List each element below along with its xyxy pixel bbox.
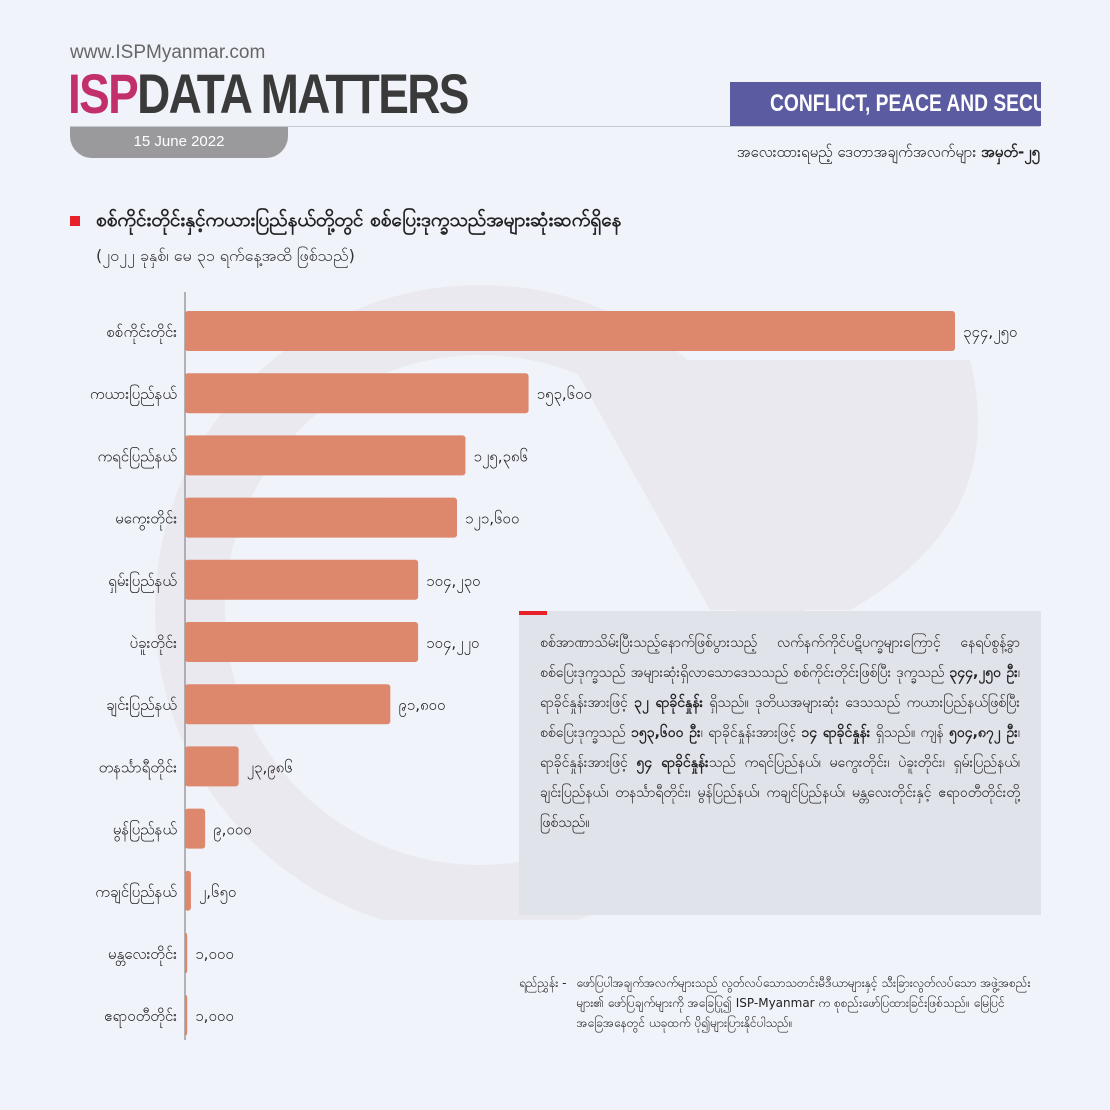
category-label: ကရင်ပြည်နယ် — [97, 446, 177, 468]
right-column: စစ်အာဏာသိမ်းပြီးသည့်နောက်ဖြစ်ပွားသည့် လက… — [519, 611, 1041, 1033]
category-label: စစ်ကိုင်းတိုင်း — [107, 323, 178, 344]
category-badge: CONFLICT, PEACE AND SECURITY — [730, 82, 1041, 126]
summary-accent — [519, 611, 547, 615]
chart-title: စစ်ကိုင်းတိုင်းနှင့်ကယားပြည်နယ်တို့တွင် … — [96, 209, 622, 231]
category-label: ဧရာဝတီတိုင်း — [104, 1007, 177, 1028]
summary-highlight: ၁၄ ရာခိုင်နှုန်း — [801, 725, 871, 741]
value-label: ၉,၀၀၀ — [213, 821, 252, 842]
summary-seg: သည် ကရင်ပြည်နယ်၊ မကွေးတိုင်း၊ ပဲခူးတိုင်… — [540, 755, 1020, 831]
category-label: တနင်္သာရီတိုင်း — [99, 758, 178, 779]
isp-data-matters-logo: ISPDATA MATTERS — [68, 62, 469, 126]
value-label: ၃၄၄,၂၅၀ — [963, 323, 1017, 344]
value-label: ၁၂၁,၆၀၀ — [465, 510, 519, 531]
value-label: ၁၀၄,၂၃၀ — [426, 572, 480, 593]
source-note: ရည်ညွှန်း - ဖော်ပြပါအချက်အလက်များသည် လွတ… — [519, 973, 1041, 1033]
summary-highlight: ၃၂ ရာခိုင်နှုန်း — [634, 695, 704, 711]
bar — [185, 995, 188, 1036]
category-label: ရှမ်းပြည်နယ် — [108, 571, 177, 593]
category-label: CONFLICT, PEACE AND SECURITY — [770, 90, 1041, 117]
category-label: ချင်းပြည်နယ် — [106, 695, 177, 717]
category-label: ကချင်ပြည်နယ် — [95, 882, 177, 904]
summary-text: စစ်အာဏာသိမ်းပြီးသည့်နောက်ဖြစ်ပွားသည့် လက… — [540, 628, 1020, 838]
bar — [185, 311, 955, 351]
bar — [185, 559, 419, 600]
value-label: ၉၁,၈၀၀ — [398, 696, 445, 717]
value-label: ၁,၀၀၀ — [195, 1007, 234, 1025]
summary-seg: ၊ ရာခိုင်နှုန်းအားဖြင့် — [540, 665, 1021, 711]
logo-isp: ISP — [68, 62, 139, 125]
value-label: ၂၃,၉၈၆ — [247, 758, 293, 779]
category-label: ကယားပြည်နယ် — [90, 384, 177, 406]
summary-highlight: ၁၅၃,၆၀၀ ဦး — [630, 725, 701, 741]
header-divider — [70, 126, 1040, 127]
bar — [185, 373, 529, 414]
source-text: ဖော်ပြပါအချက်အလက်များသည် လွတ်လပ်သောသတင်း… — [576, 976, 1031, 1030]
value-label: ၂,၆၅၀ — [199, 883, 236, 904]
bar — [185, 435, 466, 476]
summary-seg: စစ်အာဏာသိမ်းပြီးသည့်နောက်ဖြစ်ပွားသည့် လက… — [540, 635, 1020, 681]
issue-label: အလေးထားရမည့် ဒေတာအချက်အလက်များ အမှတ်-၂၅ — [737, 143, 1040, 165]
category-label: ပဲခူးတိုင်း — [129, 634, 177, 655]
summary-seg: ရှိသည်။ ဒုတိယအများဆုံး ဒေသသည် ကယားပြည်နယ… — [540, 695, 1020, 741]
value-label: ၁,၀၀၀ — [195, 945, 234, 963]
logo-data-matters: DATA MATTERS — [137, 62, 469, 125]
bar — [185, 746, 239, 787]
chart-subtitle: (၂၀၂၂ ခုနှစ်၊ မေ ၃၁ ရက်နေ့အထိ ဖြစ်သည်) — [96, 246, 355, 265]
category-label: မန္တလေးတိုင်း — [108, 945, 177, 966]
summary-highlight: ၅၄ ရာခိုင်နှုန်း — [636, 755, 709, 771]
source-label: ရည်ညွှန်း - — [519, 976, 567, 990]
bar — [185, 808, 206, 849]
summary-seg: ရှိသည်။ ကျန် — [870, 725, 949, 741]
bar — [185, 497, 457, 538]
title-square-icon — [70, 216, 80, 226]
bar — [185, 622, 419, 662]
summary-seg: ၊ ရာခိုင်နှုန်းအားဖြင့် — [540, 725, 1020, 771]
summary-highlight: ၅၀၄,၈၇၂ ဦး — [948, 725, 1018, 741]
summary-highlight: ၃၄၄,၂၅၀ ဦး — [949, 665, 1018, 681]
issue-number: အမှတ်-၂၅ — [981, 143, 1040, 161]
publication-date: 15 June 2022 — [70, 127, 288, 158]
summary-seg: ၊ ရာခိုင်နှုန်းအားဖြင့် — [700, 725, 802, 741]
summary-box: စစ်အာဏာသိမ်းပြီးသည့်နောက်ဖြစ်ပွားသည့် လက… — [519, 611, 1041, 915]
bar — [185, 684, 391, 725]
bar — [185, 870, 191, 911]
value-label: ၁၅၃,၆၀၀ — [537, 385, 592, 406]
value-label: ၁၀၄,၂၂၀ — [426, 634, 479, 655]
value-label: ၁၂၅,၃၈၆ — [473, 447, 527, 468]
website-url[interactable]: www.ISPMyanmar.com — [70, 42, 266, 63]
category-label: မကွေးတိုင်း — [115, 510, 177, 531]
issue-prefix: အလေးထားရမည့် ဒေတာအချက်အလက်များ — [736, 143, 982, 161]
bar — [185, 933, 188, 973]
category-label: မွန်ပြည်နယ် — [113, 820, 177, 842]
